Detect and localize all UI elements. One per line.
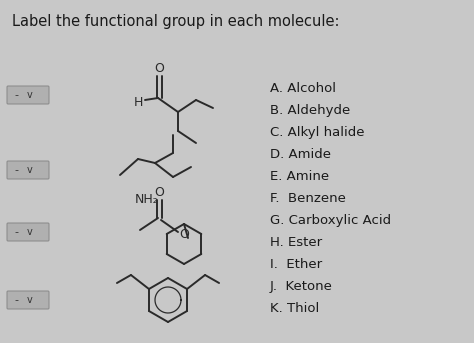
Text: -: - bbox=[14, 227, 18, 237]
Text: H. Ester: H. Ester bbox=[270, 236, 322, 249]
Text: O: O bbox=[154, 187, 164, 200]
FancyBboxPatch shape bbox=[7, 223, 49, 241]
Text: H: H bbox=[133, 96, 143, 109]
Text: C. Alkyl halide: C. Alkyl halide bbox=[270, 126, 365, 139]
Text: E. Amine: E. Amine bbox=[270, 170, 329, 183]
Text: Label the functional group in each molecule:: Label the functional group in each molec… bbox=[12, 14, 339, 29]
Text: -: - bbox=[14, 165, 18, 175]
Text: A. Alcohol: A. Alcohol bbox=[270, 82, 336, 95]
Text: I.  Ether: I. Ether bbox=[270, 258, 322, 271]
Text: v: v bbox=[27, 165, 33, 175]
Text: J.  Ketone: J. Ketone bbox=[270, 280, 333, 293]
FancyBboxPatch shape bbox=[7, 161, 49, 179]
Text: -: - bbox=[14, 90, 18, 100]
Text: v: v bbox=[27, 227, 33, 237]
Text: v: v bbox=[27, 295, 33, 305]
Text: -: - bbox=[14, 295, 18, 305]
FancyBboxPatch shape bbox=[7, 291, 49, 309]
Text: v: v bbox=[27, 90, 33, 100]
Text: O: O bbox=[154, 62, 164, 75]
FancyBboxPatch shape bbox=[7, 86, 49, 104]
Text: F.  Benzene: F. Benzene bbox=[270, 192, 346, 205]
Text: D. Amide: D. Amide bbox=[270, 148, 331, 161]
Text: NH₂: NH₂ bbox=[135, 193, 159, 206]
Text: O: O bbox=[179, 227, 189, 240]
Text: B. Aldehyde: B. Aldehyde bbox=[270, 104, 350, 117]
Text: K. Thiol: K. Thiol bbox=[270, 302, 319, 315]
Text: G. Carboxylic Acid: G. Carboxylic Acid bbox=[270, 214, 391, 227]
